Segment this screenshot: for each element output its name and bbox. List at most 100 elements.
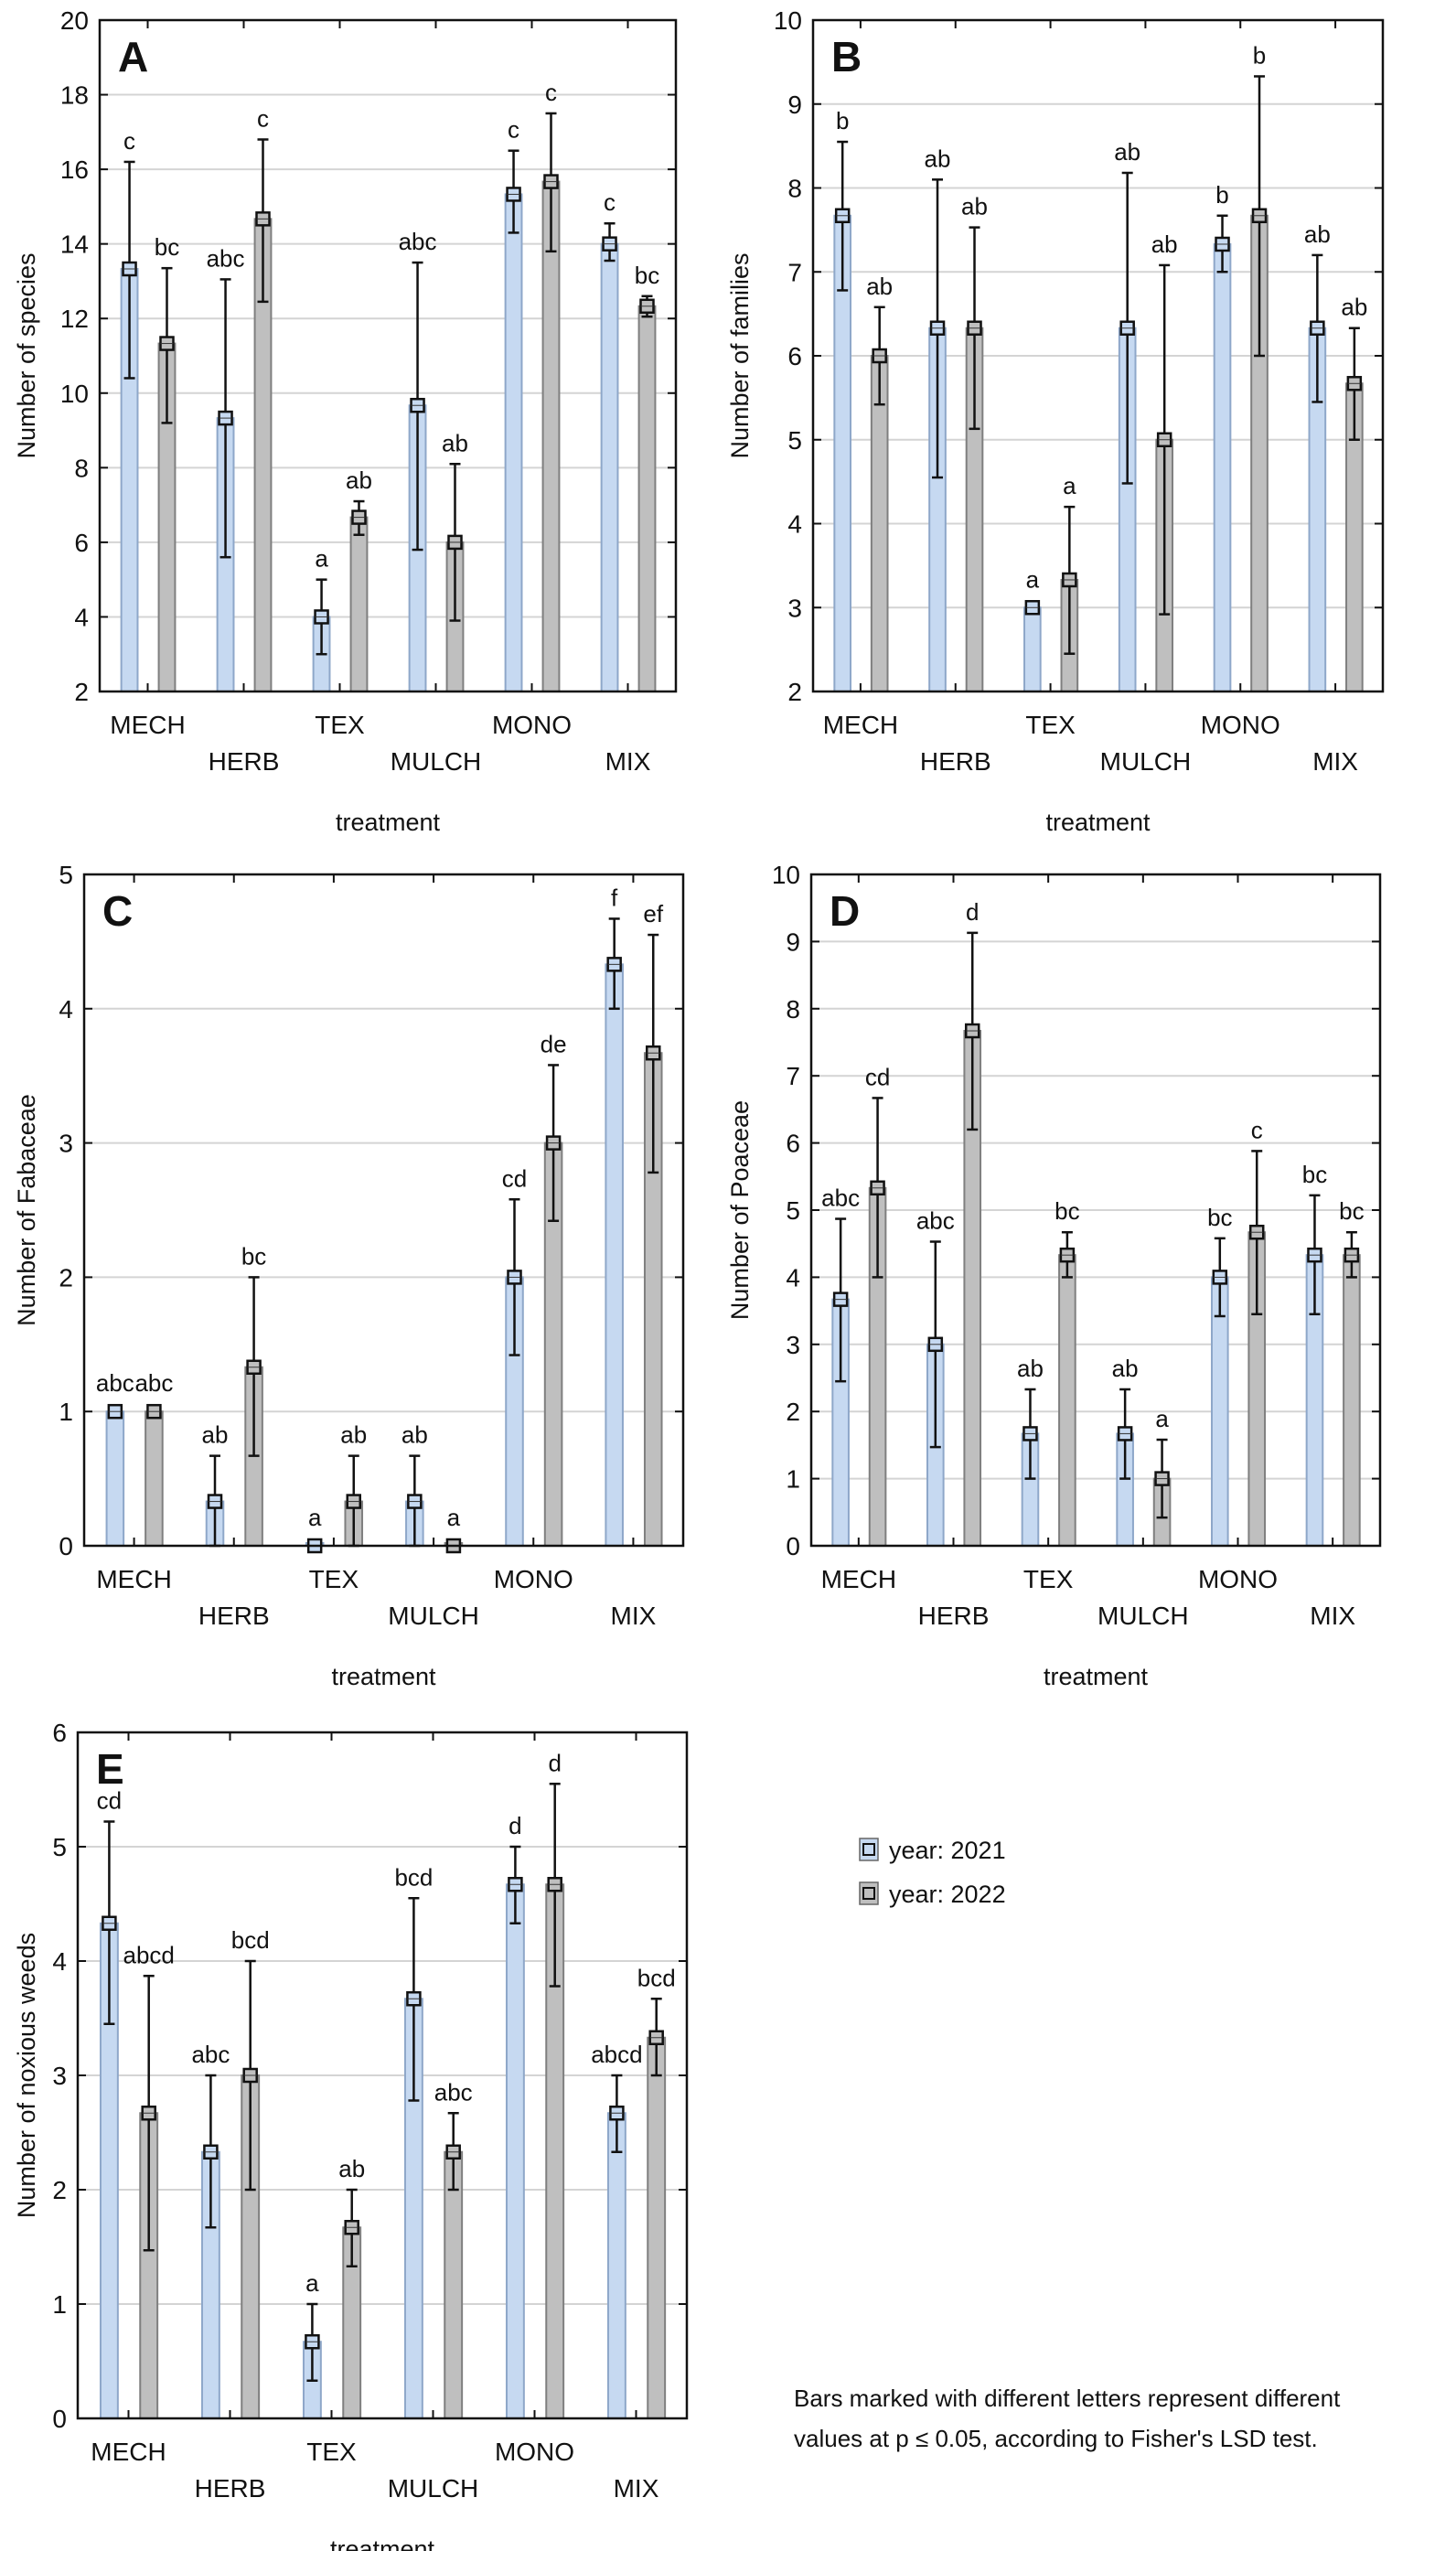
significance-letter: abc — [434, 2078, 473, 2106]
category-label-mech: MECH — [823, 711, 898, 739]
x-axis-label: treatment — [336, 809, 441, 836]
y-tick-label: 1 — [52, 2290, 67, 2319]
category-label-mulch: MULCH — [391, 747, 482, 776]
bar-mulch-2022 — [444, 2150, 464, 2419]
significance-letter: cd — [97, 1787, 122, 1815]
bar-mech-2022 — [870, 355, 889, 692]
significance-letter: b — [836, 107, 849, 134]
bar-mix-2022 — [637, 305, 657, 692]
category-label-mix: MIX — [605, 747, 651, 776]
y-tick-label: 12 — [60, 305, 89, 333]
panel-A: 2468101214161820cabcaabcccbccababcbcMECH… — [13, 6, 678, 836]
x-axis-label: treatment — [330, 2535, 435, 2551]
significance-letter: ab — [346, 466, 372, 494]
y-tick-label: 2 — [74, 678, 89, 706]
y-tick-label: 4 — [74, 603, 89, 631]
category-label-herb: HERB — [209, 747, 280, 776]
category-label-mix: MIX — [611, 1602, 657, 1630]
y-tick-label: 4 — [786, 1263, 800, 1292]
legend: year: 2021 year: 2022 — [859, 1837, 1006, 1908]
category-label-mulch: MULCH — [388, 2474, 479, 2503]
significance-letter: bcd — [394, 1863, 433, 1891]
panel-C: 0 1 2 3 4 5 abc ab a ab cd f abc bc ab a de ef MECH HERB TEX… — [13, 861, 685, 1690]
bar-mech-2021 — [105, 1410, 125, 1547]
significance-letter: bc — [155, 233, 179, 261]
bar-mix-2022 — [647, 2036, 667, 2419]
significance-letter: abc — [207, 244, 245, 272]
legend-marker-icon — [862, 1887, 875, 1900]
significance-letter: ef — [643, 900, 663, 927]
y-tick-label: 3 — [59, 1130, 73, 1158]
significance-letter: a — [308, 1504, 322, 1531]
y-tick-label: 6 — [52, 1719, 67, 1747]
category-label-mech: MECH — [821, 1565, 896, 1593]
plot-frame — [809, 873, 1382, 1548]
y-tick-label: 10 — [772, 861, 800, 889]
category-label-mono: MONO — [1201, 711, 1280, 739]
x-axis-label: treatment — [1045, 809, 1151, 836]
footnote: Bars marked with different letters repre… — [794, 2378, 1340, 2459]
significance-letter: f — [611, 884, 618, 911]
y-tick-label: 2 — [52, 2176, 67, 2204]
category-label-mech: MECH — [96, 1565, 171, 1593]
significance-letter: bc — [241, 1242, 266, 1270]
y-tick-label: 6 — [786, 1130, 800, 1158]
panel-letter: D — [830, 887, 860, 935]
y-tick-label: 4 — [59, 995, 73, 1024]
bar-mono-2021 — [1210, 1276, 1229, 1548]
panel-letter: E — [96, 1745, 124, 1793]
significance-letter: ab — [961, 193, 988, 220]
category-label-mulch: MULCH — [388, 1602, 479, 1630]
significance-letter: ab — [1304, 220, 1331, 248]
significance-letter: a — [447, 1504, 461, 1531]
footnote-line-2: values at p ≤ 0.05, according to Fisher'… — [794, 2425, 1318, 2452]
y-tick-label: 6 — [74, 529, 89, 557]
category-label-tex: TEX — [306, 2438, 357, 2466]
category-label-tex: TEX — [315, 711, 365, 739]
category-label-mono: MONO — [1198, 1565, 1278, 1593]
significance-letter: c — [123, 127, 135, 155]
significance-letter: ab — [866, 273, 893, 300]
bar-tex-2022 — [1058, 1254, 1076, 1547]
y-axis-label: Number of noxious weeds — [13, 1933, 40, 2218]
bar-mono-2021 — [1213, 242, 1232, 692]
y-tick-label: 5 — [52, 1833, 67, 1861]
y-tick-label: 0 — [786, 1532, 800, 1560]
bar-mix-2021 — [600, 242, 619, 692]
y-tick-label: 10 — [774, 6, 802, 35]
y-tick-label: 3 — [787, 594, 802, 622]
y-tick-label: 6 — [787, 342, 802, 370]
y-tick-label: 5 — [59, 861, 73, 889]
significance-letter: ab — [1151, 230, 1178, 258]
significance-letter: a — [305, 2269, 319, 2297]
y-tick-label: 0 — [52, 2405, 67, 2433]
significance-letter: ab — [925, 145, 951, 172]
y-axis-label: Number of Fabaceae — [13, 1094, 40, 1326]
plot-frame — [811, 18, 1385, 693]
significance-letter: abcd — [123, 1941, 175, 1968]
y-axis-label: Number of families — [726, 252, 754, 458]
significance-letter: cd — [865, 1063, 890, 1090]
significance-letter: bc — [1055, 1197, 1079, 1225]
y-tick-label: 0 — [59, 1532, 73, 1560]
y-tick-label: 2 — [787, 678, 802, 706]
category-label-mulch: MULCH — [1097, 1602, 1189, 1630]
legend-marker-icon — [862, 1843, 875, 1856]
significance-letter: c — [257, 104, 269, 132]
y-tick-label: 16 — [60, 155, 89, 184]
y-tick-label: 3 — [52, 2062, 67, 2090]
y-tick-label: 14 — [60, 230, 89, 259]
bar-mono-2022 — [541, 180, 561, 693]
bar-mech-2022 — [145, 1410, 164, 1547]
y-tick-label: 8 — [787, 175, 802, 203]
significance-letter: d — [966, 898, 979, 926]
category-label-mono: MONO — [495, 2438, 574, 2466]
significance-letter: ab — [442, 429, 468, 456]
significance-letter: abcd — [591, 2041, 642, 2068]
bar-tex-2021 — [1023, 606, 1042, 692]
plot-frame — [76, 1731, 689, 2420]
category-label-herb: HERB — [920, 747, 991, 776]
significance-letter: a — [1026, 565, 1040, 593]
significance-letter: ab — [1114, 138, 1140, 166]
